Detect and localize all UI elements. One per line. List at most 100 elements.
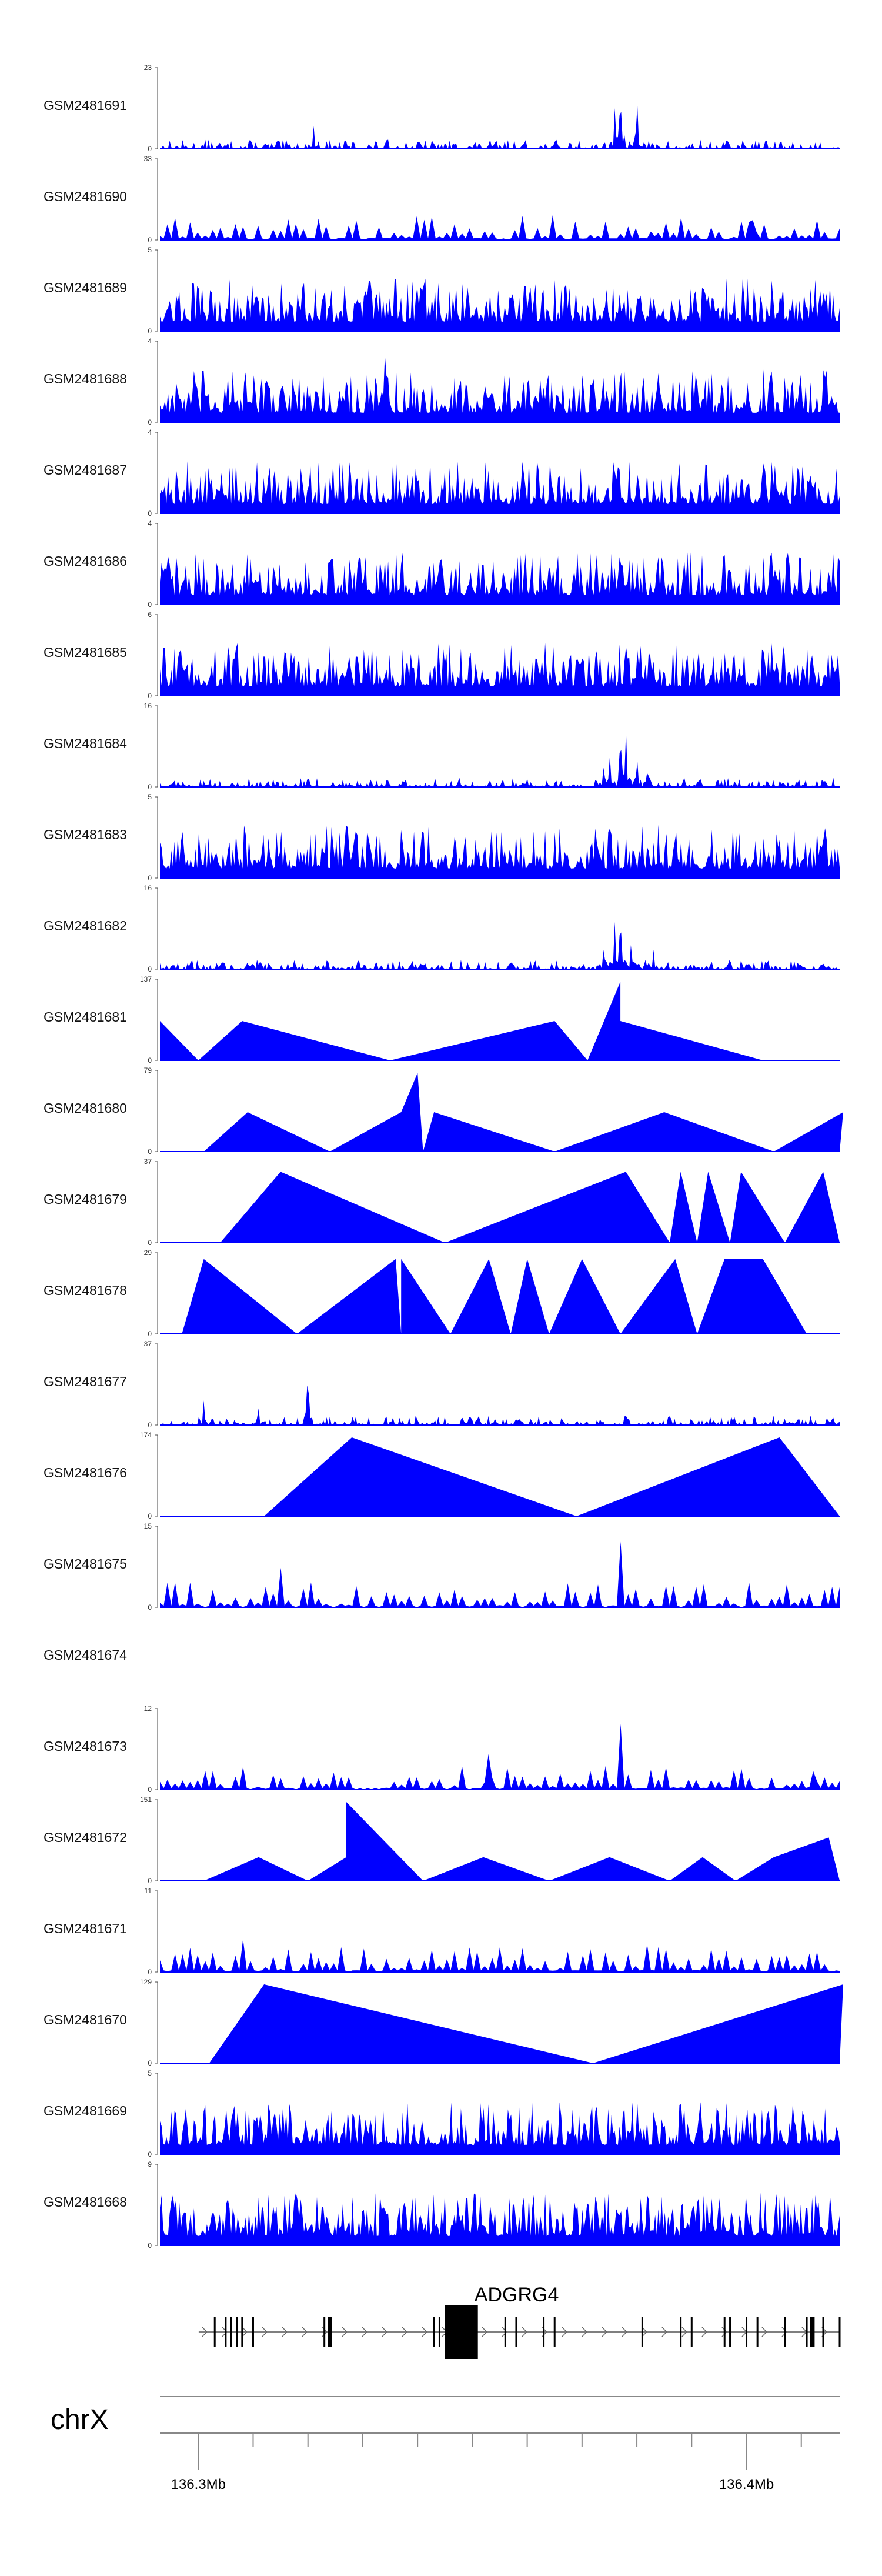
y-min-label: 0: [148, 1239, 152, 1247]
track-label: GSM2481671: [44, 1921, 127, 1936]
track-GSM2481690: GSM2481690 33 0: [44, 155, 840, 244]
track-GSM2481684: GSM2481684 16 0: [44, 702, 840, 791]
gene-exon: [236, 2317, 238, 2347]
signal-area: [160, 922, 840, 969]
gene-exon: [543, 2317, 545, 2347]
track-GSM2481682: GSM2481682 16 0: [44, 884, 840, 973]
track-GSM2481691: GSM2481691 23 0: [44, 64, 840, 153]
gene-large-exon: [445, 2305, 478, 2359]
track-GSM2481685: GSM2481685 6 0: [44, 610, 840, 700]
track-label: GSM2481681: [44, 1009, 127, 1025]
strand-chevron: [502, 2327, 507, 2337]
y-min-label: 0: [148, 145, 152, 153]
y-min-label: 0: [148, 692, 152, 700]
y-max-label: 4: [148, 428, 152, 436]
track-label: GSM2481670: [44, 2012, 127, 2027]
y-max-label: 15: [144, 1522, 152, 1530]
gene-exon: [252, 2317, 254, 2347]
y-max-label: 9: [148, 2160, 152, 2168]
y-min-label: 0: [148, 1786, 152, 1794]
y-min-label: 0: [148, 965, 152, 973]
y-min-label: 0: [148, 783, 152, 791]
y-max-label: 129: [140, 1978, 152, 1986]
gene-track: ADGRG4: [198, 2284, 841, 2359]
signal-area: [160, 982, 763, 1060]
chromosome-axis: chrX 136.3Mb 136.4Mb: [51, 2396, 840, 2492]
track-label: GSM2481679: [44, 1192, 127, 1207]
y-max-label: 37: [144, 1340, 152, 1348]
strand-chevron: [562, 2327, 567, 2337]
track-label: GSM2481685: [44, 645, 127, 660]
track-GSM2481679: GSM2481679 37 0: [44, 1157, 840, 1247]
track-label: GSM2481684: [44, 736, 127, 751]
strand-chevron: [262, 2327, 268, 2337]
strand-chevron: [522, 2327, 527, 2337]
track-GSM2481670: GSM2481670 129 0: [44, 1978, 843, 2067]
strand-chevron: [302, 2327, 308, 2337]
track-GSM2481673: GSM2481673 12 0: [44, 1704, 840, 1794]
y-min-label: 0: [148, 2150, 152, 2158]
track-GSM2481678: GSM2481678 29 0: [44, 1249, 840, 1338]
y-max-label: 37: [144, 1157, 152, 1166]
y-max-label: 4: [148, 337, 152, 345]
track-GSM2481687: GSM2481687 4 0: [44, 428, 840, 518]
gene-exon: [241, 2317, 243, 2347]
gene-exon: [756, 2317, 759, 2347]
strand-chevron: [701, 2327, 707, 2337]
track-GSM2481683: GSM2481683 5 0: [44, 793, 840, 882]
strand-chevron: [622, 2327, 627, 2337]
track-GSM2481677: GSM2481677 37 0: [44, 1340, 840, 1429]
y-min-label: 0: [148, 1330, 152, 1338]
track-label: GSM2481678: [44, 1283, 127, 1298]
track-GSM2481668: GSM2481668 9 0: [44, 2160, 840, 2250]
signal-area: [209, 1984, 843, 2063]
y-min-label: 0: [148, 874, 152, 882]
track-label: GSM2481691: [44, 98, 127, 113]
signal-area: [160, 355, 840, 422]
signal-tracks: GSM2481691230GSM2481690330GSM248168950GS…: [44, 64, 844, 2250]
gene-exon: [328, 2317, 332, 2347]
signal-area: [160, 730, 840, 787]
y-min-label: 0: [148, 1147, 152, 1156]
track-GSM2481680: GSM2481680 79 0: [44, 1066, 844, 1156]
track-label: GSM2481688: [44, 371, 127, 386]
y-max-label: 4: [148, 519, 152, 528]
track-label: GSM2481687: [44, 462, 127, 478]
gene-exon: [323, 2317, 326, 2347]
track-label: GSM2481675: [44, 1556, 127, 1571]
y-min-label: 0: [148, 1877, 152, 1885]
y-min-label: 0: [148, 1512, 152, 1520]
gene-exon: [810, 2317, 815, 2347]
y-min-label: 0: [148, 1603, 152, 1611]
chromosome-label: chrX: [51, 2404, 109, 2435]
strand-chevron: [342, 2327, 348, 2337]
signal-area: [160, 1541, 840, 1607]
gene-exon: [690, 2317, 693, 2347]
signal-area: [182, 1259, 807, 1334]
strand-chevron: [202, 2327, 208, 2337]
track-label: GSM2481674: [44, 1647, 127, 1663]
gene-exon: [515, 2317, 517, 2347]
track-label: GSM2481672: [44, 1830, 127, 1845]
strand-chevron: [781, 2327, 787, 2337]
track-label: GSM2481690: [44, 189, 127, 204]
signal-area: [203, 1802, 840, 1881]
track-GSM2481669: GSM2481669 5 0: [44, 2069, 840, 2158]
y-max-label: 23: [144, 64, 152, 72]
track-GSM2481674: GSM2481674: [44, 1647, 127, 1663]
strand-chevron: [602, 2327, 607, 2337]
track-GSM2481676: GSM2481676 174 0: [44, 1431, 840, 1520]
signal-area: [160, 461, 840, 513]
track-GSM2481675: GSM2481675 15 0: [44, 1522, 840, 1611]
y-min-label: 0: [148, 236, 152, 244]
strand-chevron: [482, 2327, 487, 2337]
y-max-label: 16: [144, 702, 152, 710]
strand-chevron: [382, 2327, 387, 2337]
y-max-label: 137: [140, 975, 152, 983]
track-GSM2481686: GSM2481686 4 0: [44, 519, 840, 609]
y-min-label: 0: [148, 2059, 152, 2067]
gene-exon: [433, 2317, 435, 2347]
strand-chevron: [761, 2327, 767, 2337]
y-max-label: 5: [148, 246, 152, 254]
signal-area: [160, 1724, 840, 1790]
